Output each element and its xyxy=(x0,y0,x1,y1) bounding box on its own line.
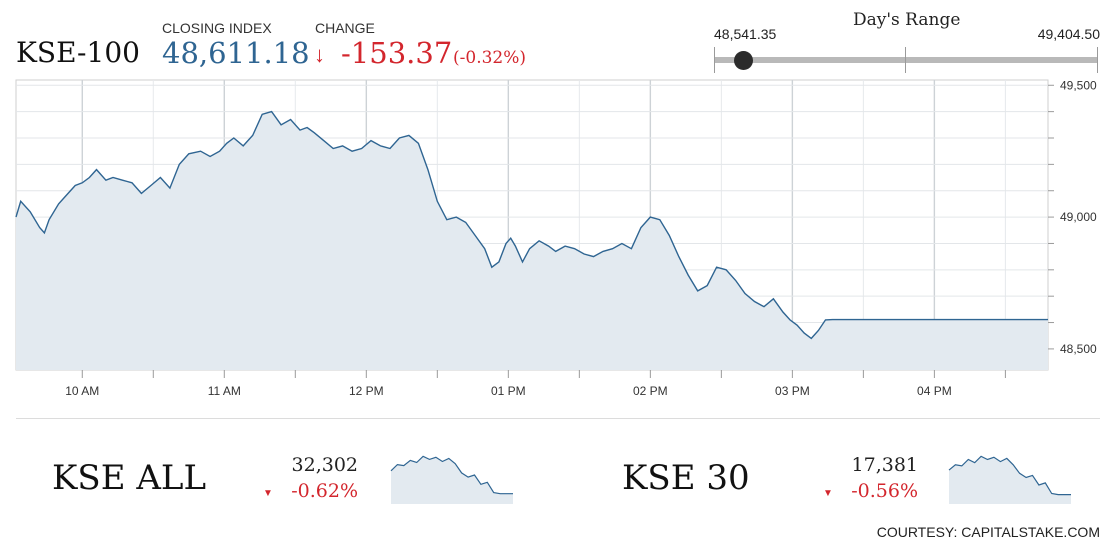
price-line xyxy=(15,110,1048,340)
courtesy-footer: COURTESY: CAPITALSTAKE.COM xyxy=(876,524,1100,540)
kse-30-value: 17,381 xyxy=(851,454,918,476)
change-value: -153.37 xyxy=(341,36,453,70)
days-range-marker xyxy=(734,51,753,70)
days-range-tick-mid xyxy=(905,47,906,73)
x-tick-label: 11 AM xyxy=(208,384,241,398)
x-tick-label: 03 PM xyxy=(775,384,810,398)
section-divider xyxy=(16,418,1100,419)
sparkline-line xyxy=(948,455,1071,496)
closing-index-label: CLOSING INDEX xyxy=(162,20,272,36)
kse-all-sparkline xyxy=(390,455,513,504)
y-tick-label: 49,000 xyxy=(1060,210,1097,224)
change-label: CHANGE xyxy=(315,20,375,36)
triangle-down-icon: ▼ xyxy=(823,488,833,499)
sparkline-area xyxy=(391,456,513,504)
kse-all-value: 32,302 xyxy=(291,454,358,476)
days-range-track xyxy=(714,57,1098,63)
days-range-tick-end xyxy=(1097,47,1098,73)
main-intraday-chart: 10 AM 11 AM 12 PM 01 PM 02 PM 03 PM 04 PM 48,50… xyxy=(15,78,1097,398)
sparkline-line xyxy=(390,455,513,495)
triangle-down-icon: ▼ xyxy=(263,488,273,499)
y-tick-label: 48,500 xyxy=(1060,342,1097,356)
kse-30-sparkline xyxy=(948,455,1071,504)
sparkline-area xyxy=(949,456,1071,504)
kse-30-change: -0.56% xyxy=(851,480,918,502)
x-tick-label: 02 PM xyxy=(633,384,668,398)
days-range-title: Day's Range xyxy=(853,10,961,30)
days-range-high: 49,404.50 xyxy=(1037,26,1100,42)
x-tick-label: 10 AM xyxy=(65,384,99,398)
price-area-fill xyxy=(16,111,1048,370)
down-arrow-icon: ↓ xyxy=(314,42,325,67)
index-name: KSE-100 xyxy=(16,36,140,69)
chart-axes: 10 AM 11 AM 12 PM 01 PM 02 PM 03 PM 04 PM 48,50… xyxy=(65,78,1097,398)
kse-all-change: -0.62% xyxy=(291,480,358,502)
change-percent: (-0.32%) xyxy=(453,48,527,68)
days-range-tick-start xyxy=(714,47,715,73)
kse-all-name: KSE ALL xyxy=(52,458,207,498)
y-tick-label: 49,500 xyxy=(1060,78,1097,92)
kse-30-name: KSE 30 xyxy=(622,458,750,498)
x-tick-label: 12 PM xyxy=(349,384,384,398)
closing-index-value: 48,611.18 xyxy=(162,36,310,70)
days-range-low: 48,541.35 xyxy=(714,26,777,42)
x-tick-label: 04 PM xyxy=(917,384,952,398)
x-tick-label: 01 PM xyxy=(491,384,526,398)
